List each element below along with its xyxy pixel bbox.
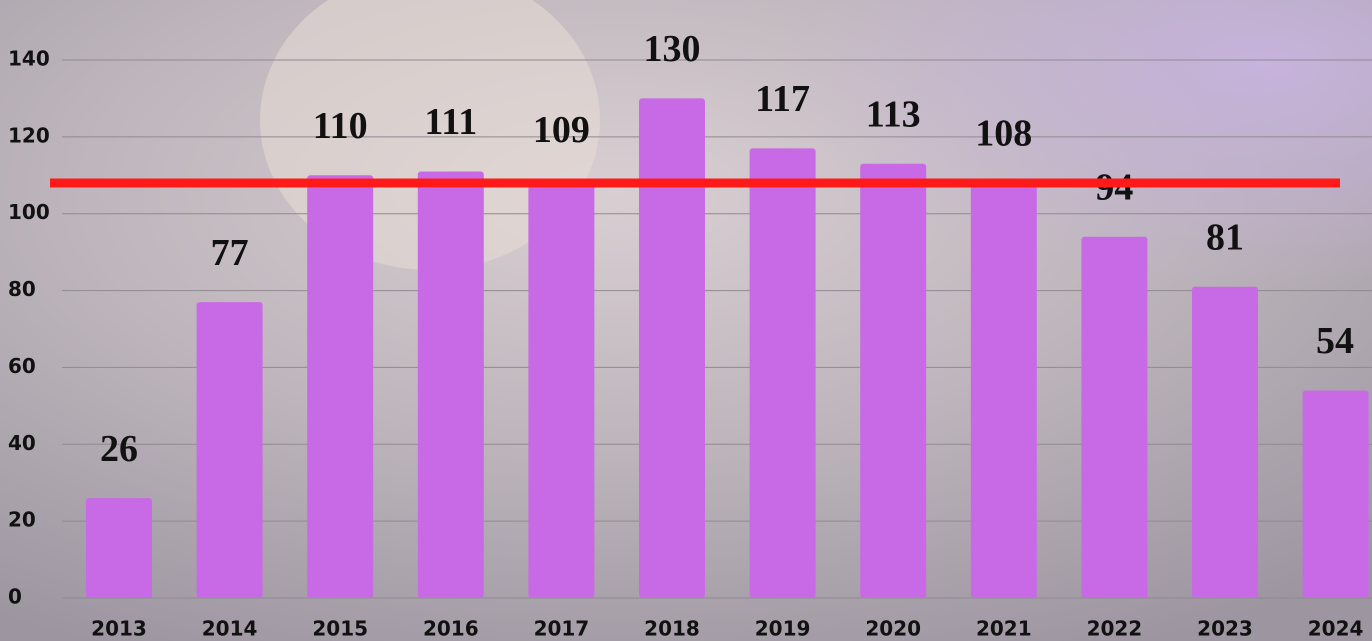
y-tick-label: 0 bbox=[8, 585, 22, 609]
bar bbox=[1302, 390, 1369, 598]
x-tick-label: 2019 bbox=[755, 617, 811, 641]
x-tick-label: 2015 bbox=[312, 617, 368, 641]
bar bbox=[749, 148, 816, 598]
y-tick-label: 60 bbox=[8, 354, 36, 378]
data-label: 54 bbox=[1316, 320, 1354, 362]
x-tick-label: 2020 bbox=[865, 617, 921, 641]
x-tick-label: 2023 bbox=[1197, 617, 1253, 641]
data-label: 110 bbox=[313, 105, 368, 147]
y-tick-label: 140 bbox=[8, 47, 50, 71]
x-tick-label: 2013 bbox=[91, 617, 147, 641]
x-tick-label: 2017 bbox=[534, 617, 590, 641]
bar bbox=[970, 182, 1037, 598]
y-tick-label: 80 bbox=[8, 277, 36, 301]
data-label: 113 bbox=[866, 93, 921, 135]
x-tick-label: 2022 bbox=[1087, 617, 1143, 641]
data-label: 130 bbox=[644, 28, 701, 70]
bar bbox=[1081, 236, 1148, 598]
y-tick-label: 40 bbox=[8, 431, 36, 455]
y-tick-label: 120 bbox=[8, 123, 50, 147]
data-label: 77 bbox=[211, 232, 249, 274]
y-tick-label: 100 bbox=[8, 200, 50, 224]
data-label: 26 bbox=[100, 428, 138, 470]
data-label: 81 bbox=[1206, 216, 1244, 258]
x-tick-label: 2021 bbox=[976, 617, 1032, 641]
bar bbox=[196, 302, 263, 598]
data-label: 117 bbox=[755, 78, 810, 120]
y-tick-label: 20 bbox=[8, 508, 36, 532]
data-label: 94 bbox=[1095, 166, 1133, 208]
x-tick-label: 2016 bbox=[423, 617, 479, 641]
data-label: 109 bbox=[533, 109, 590, 151]
data-label: 108 bbox=[975, 113, 1032, 155]
data-label: 111 bbox=[424, 101, 477, 143]
bar bbox=[307, 175, 374, 599]
bar bbox=[528, 179, 595, 598]
bar bbox=[417, 171, 484, 598]
bar bbox=[1192, 286, 1258, 598]
bar bbox=[639, 98, 705, 598]
bar bbox=[860, 163, 927, 598]
x-tick-label: 2018 bbox=[644, 617, 700, 641]
bar bbox=[86, 498, 152, 598]
x-tick-label: 2024 bbox=[1308, 617, 1364, 641]
x-tick-label: 2014 bbox=[202, 617, 258, 641]
